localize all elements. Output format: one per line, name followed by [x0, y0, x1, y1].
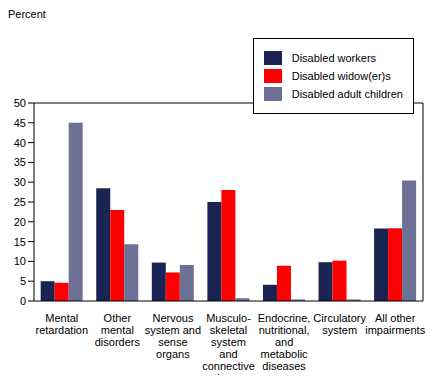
- svg-text:30: 30: [14, 176, 26, 188]
- html-text:Disabled widow(er)s: Disabled widow(er)s: [291, 70, 391, 82]
- svg-text:40: 40: [14, 137, 26, 149]
- svg-text:0: 0: [20, 295, 26, 307]
- svg-text:50: 50: [14, 97, 26, 109]
- svg-text:25: 25: [14, 196, 26, 208]
- svg-text:Circulatorysystem: Circulatorysystem: [313, 312, 366, 336]
- svg-text:Endocrine,nutritional,andmetab: Endocrine,nutritional,andmetabolicdiseas…: [258, 312, 311, 372]
- svg-text:10: 10: [14, 255, 26, 267]
- svg-text:15: 15: [14, 236, 26, 248]
- html-text:Percent: Percent: [8, 8, 46, 20]
- html-text:Disabled workers: Disabled workers: [291, 52, 377, 64]
- svg-text:Mentalretardation: Mentalretardation: [35, 312, 88, 336]
- svg-text:45: 45: [14, 117, 26, 129]
- svg-text:Musculo-skeletalsystemandconne: Musculo-skeletalsystemandconnectivetissu…: [202, 312, 255, 375]
- svg-text:Nervoussystem andsenseorgans: Nervoussystem andsenseorgans: [145, 312, 201, 360]
- svg-text:35: 35: [14, 156, 26, 168]
- svg-text:Othermentaldisorders: Othermentaldisorders: [95, 312, 141, 348]
- html-text:Disabled adult children: Disabled adult children: [291, 88, 403, 100]
- svg-text:All otherimpairments: All otherimpairments: [365, 312, 425, 336]
- svg-text:20: 20: [14, 216, 26, 228]
- svg-text:5: 5: [20, 275, 26, 287]
